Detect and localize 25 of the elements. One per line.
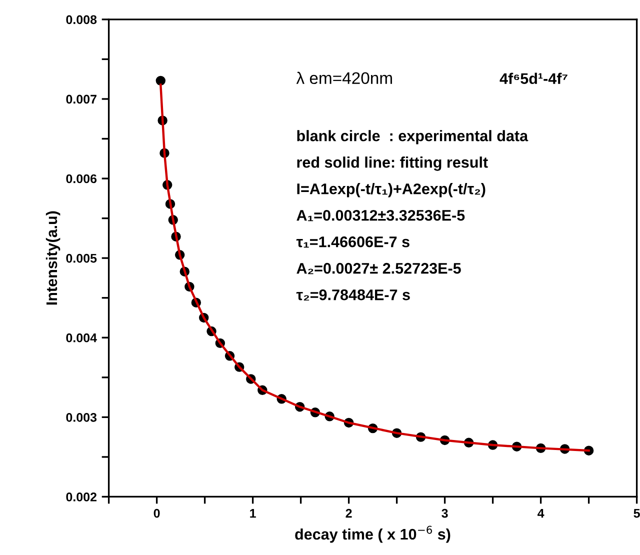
annotation: 4f⁶5d¹-4f⁷ [500, 72, 568, 84]
annotation: τ₁=1.46606E-7 s [296, 236, 410, 248]
y-tick-label: 0.008 [66, 15, 97, 24]
annotation: A₂=0.0027± 2.52723E-5 [296, 262, 461, 274]
y-tick-label: 0.003 [66, 412, 97, 422]
annotation: red solid line: fitting result [297, 156, 488, 171]
y-tick-label: 0.006 [66, 174, 97, 184]
annotation: τ₂=9.78484E-7 s [296, 289, 410, 301]
annotation: λ em=420nm [296, 72, 392, 84]
x-tick-label: 1 [250, 508, 256, 518]
annotation: A₁=0.00312±3.32536E-5 [296, 210, 465, 222]
y-tick-label: 0.004 [66, 333, 97, 342]
y-tick-label: 0.002 [66, 492, 96, 502]
x-tick-label: 3 [442, 508, 448, 518]
x-tick-label: 4 [538, 508, 544, 518]
y-tick-label: 0.005 [66, 254, 97, 263]
annotation: blank circle : experimental data [297, 130, 528, 144]
x-tick-label: 5 [634, 508, 640, 518]
point [156, 76, 166, 86]
annotation: I=A1exp(-t/τ₁)+A2exp(-t/τ₂) [297, 183, 486, 198]
y-axis-title: Intensity(a.u) [46, 211, 60, 305]
x-tick-label: 0 [154, 508, 160, 518]
y-tick-label: 0.007 [66, 94, 96, 104]
x-tick-label: 2 [346, 508, 352, 518]
x-axis-title: decay time ( x 10$^{−6}$ s) [295, 526, 450, 543]
